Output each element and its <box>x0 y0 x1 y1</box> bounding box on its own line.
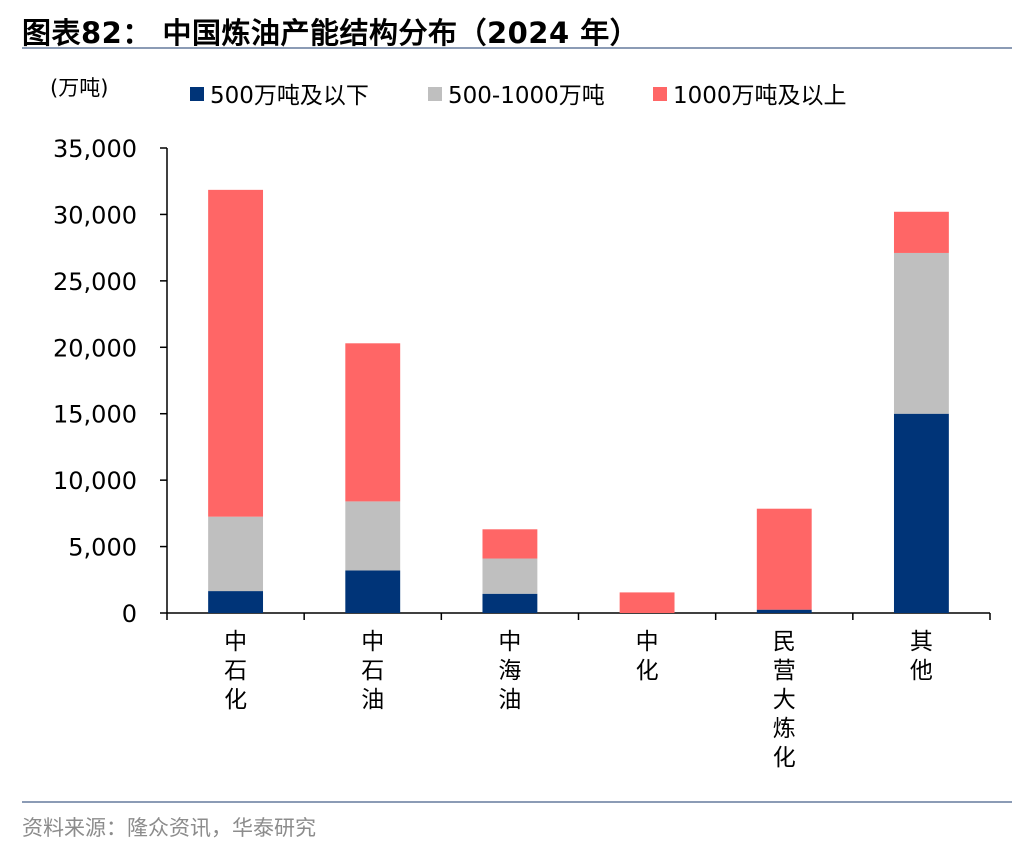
x-category-label: 中化 <box>636 629 659 684</box>
x-category-label: 中海油 <box>498 629 521 713</box>
y-tick-label: 20,000 <box>53 334 137 362</box>
x-category-label: 中石化 <box>224 629 247 713</box>
y-tick-label: 15,000 <box>53 401 137 429</box>
bar-segment <box>345 570 401 613</box>
x-category-label: 中石油 <box>361 629 384 713</box>
bar-segment <box>482 529 538 559</box>
y-tick-label: 10,000 <box>53 467 137 495</box>
y-tick-label: 5,000 <box>68 534 137 562</box>
legend-swatch <box>190 87 204 101</box>
footer-divider <box>22 801 1012 803</box>
bar-segment <box>619 592 675 613</box>
legend-swatch <box>653 87 667 101</box>
bar-segment <box>208 591 264 613</box>
bar-segment <box>345 501 401 571</box>
y-tick-label: 25,000 <box>53 268 137 296</box>
bar-segment <box>482 558 538 594</box>
source-note: 资料来源：隆众资讯，华泰研究 <box>22 816 316 840</box>
chart-legend: 500万吨及以下 500-1000万吨 1000万吨及以上 <box>190 83 847 109</box>
x-axis: 中石化 中石油 中海油 中化 民营大炼化 其他 <box>166 612 991 771</box>
y-tick-label: 30,000 <box>53 201 137 229</box>
bar-segment <box>756 609 812 613</box>
bar-segment <box>208 189 264 517</box>
bar-segment <box>345 343 401 502</box>
legend-swatch <box>428 87 442 101</box>
y-axis: 0 5,000 10,000 15,000 20,000 25,000 30,000 35,0… <box>53 135 168 628</box>
legend-label: 500-1000万吨 <box>448 83 605 109</box>
page-title: 图表82： 中国炼油产能结构分布（2024 年） <box>22 16 640 50</box>
bar-area <box>208 189 949 613</box>
y-axis-unit-label: (万吨) <box>50 76 108 100</box>
y-tick-label: 0 <box>122 600 137 628</box>
legend-label: 500万吨及以下 <box>210 83 369 109</box>
bar-segment <box>482 593 538 613</box>
legend-label: 1000万吨及以上 <box>673 83 847 109</box>
bar-segment <box>756 508 812 610</box>
x-category-label: 其他 <box>910 629 933 684</box>
bar-segment <box>893 211 949 253</box>
bar-segment <box>893 252 949 414</box>
y-tick-label: 35,000 <box>53 135 137 163</box>
x-category-label: 民营大炼化 <box>773 629 796 771</box>
stacked-bar-chart: (万吨) 500万吨及以下 500-1000万吨 1000万吨及以上 0 5,000 1… <box>50 76 991 771</box>
bar-segment <box>893 413 949 613</box>
bar-segment <box>208 516 264 592</box>
title-divider <box>22 47 1012 49</box>
